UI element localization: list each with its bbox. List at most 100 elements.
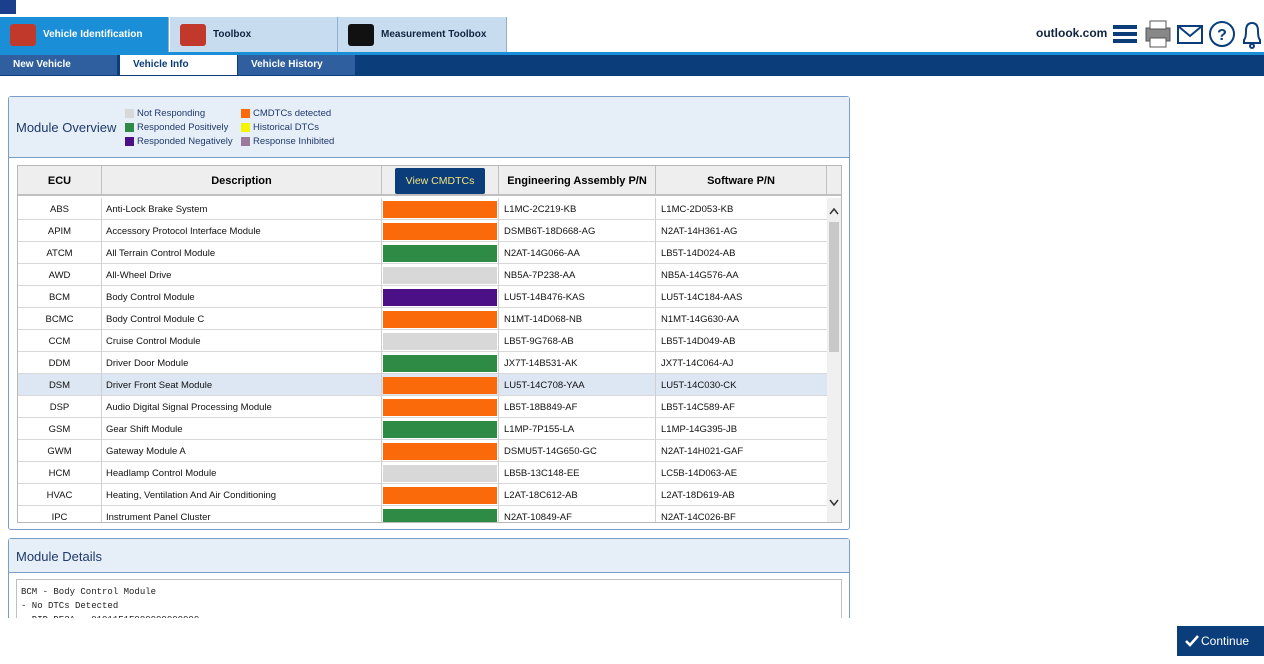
legend-item: Response Inhibited [241,135,334,148]
main-tab[interactable]: Vehicle Identification [0,17,169,52]
software-pn-cell: LU5T-14C030-CK [661,379,737,391]
overview-panel: Module Overview Not Responding Responded … [8,96,850,530]
overview-title: Module Overview [16,120,117,135]
sub-tab[interactable]: Vehicle History [238,55,355,75]
ecu-cell: GSM [18,418,102,440]
table-row[interactable]: HCM Headlamp Control Module LB5B-13C148-EE… [18,462,827,484]
table-header: ECU Description View CMDTCs Engineering Ass… [18,166,841,196]
software-pn-cell: JX7T-14C064-AJ [661,357,734,369]
table-row[interactable]: GWM Gateway Module A DSMU5T-14G650-GC N2AT-… [18,440,827,462]
table-row[interactable]: APIM Accessory Protocol Interface Module D… [18,220,827,242]
table-body: ABS Anti-Lock Brake System L1MC-2C219-KB L1… [18,198,827,522]
status-cell [382,308,499,330]
column-header: ECU [18,166,102,196]
status-bar [383,288,497,306]
legend-swatch [241,109,250,118]
column-header: Engineering Assembly P/N [499,166,656,196]
ecu-cell: ABS [18,198,102,220]
menu-icon[interactable] [1113,25,1137,43]
engineering-pn-cell: NB5A-7P238-AA [499,264,656,286]
status-cell [382,506,499,522]
scrollbar[interactable] [827,198,841,522]
engineering-pn-cell: L1MP-7P155-LA [499,418,656,440]
sub-tab[interactable]: New Vehicle [0,55,117,75]
notification-icon[interactable] [1243,21,1261,49]
table-row[interactable]: GSM Gear Shift Module L1MP-7P155-LA L1MP-14… [18,418,827,440]
ecu-cell: ATCM [18,242,102,264]
software-pn-cell: LB5T-14C589-AF [661,401,735,413]
table-row[interactable]: AWD All-Wheel Drive NB5A-7P238-AA NB5A-14G5… [18,264,827,286]
tab-icon [10,24,36,46]
ecu-cell: HCM [18,462,102,484]
legend-swatch [125,109,134,118]
software-pn-cell: LU5T-14C184-AAS [661,291,743,303]
status-bar [383,244,497,262]
table-row[interactable]: BCMC Body Control Module C N1MT-14D068-NB N… [18,308,827,330]
legend-label: CMDTCs detected [253,108,332,119]
table-row[interactable]: CCM Cruise Control Module LB5T-9G768-AB LB5… [18,330,827,352]
ecu-cell: DSM [18,374,102,396]
top-rule [0,52,1264,55]
status-cell [382,242,499,264]
scroll-down[interactable] [827,498,841,508]
legend-item: Historical DTCs [241,121,319,134]
table-row[interactable]: ATCM All Terrain Control Module N2AT-14G06… [18,242,827,264]
print-icon[interactable] [1145,20,1171,48]
ecu-cell: GWM [18,440,102,462]
status-cell [382,264,499,286]
help-icon[interactable]: ? [1209,21,1235,47]
mail-icon[interactable] [1177,25,1203,44]
status-cell [382,396,499,418]
engineering-pn-cell: N2AT-10849-AF [499,506,656,522]
legend-swatch [125,123,134,132]
status-bar [383,354,497,372]
status-cell [382,418,499,440]
table-row[interactable]: HVAC Heating, Ventilation And Air Conditi… [18,484,827,506]
description-cell: Body Control Module C [102,308,382,330]
ecu-cell: DSP [18,396,102,418]
scroll-up[interactable] [827,206,841,216]
description-cell: All-Wheel Drive [102,264,382,286]
scroll-thumb[interactable] [829,222,839,352]
ecu-cell: BCM [18,286,102,308]
status-cell [382,286,499,308]
software-pn-cell: NB5A-14G576-AA [661,269,739,281]
software-pn-cell: LB5T-14D024-AB [661,247,736,259]
table-row[interactable]: DDM Driver Door Module JX7T-14B531-AK JX7T-… [18,352,827,374]
description-cell: All Terrain Control Module [102,242,382,264]
status-bar [383,464,497,482]
column-header: Description [102,166,382,196]
status-cell [382,352,499,374]
status-cell [382,330,499,352]
legend-label: Response Inhibited [253,136,335,147]
engineering-pn-cell: L2AT-18C612-AB [499,484,656,506]
description-cell: Headlamp Control Module [102,462,382,484]
software-pn-cell: L1MC-2D053-KB [661,203,734,215]
table-row[interactable]: DSM Driver Front Seat Module LU5T-14C708-Y… [18,374,827,396]
table-row[interactable]: DSP Audio Digital Signal Processing Modul… [18,396,827,418]
software-pn-cell: N2AT-14H361-AG [661,225,738,237]
legend-label: Responded Negatively [137,136,233,147]
continue-button[interactable]: Continue [1177,626,1264,656]
software-pn-cell: L1MP-14G395-JB [661,423,738,435]
table-row[interactable]: BCM Body Control Module LU5T-14B476-KAS LU5… [18,286,827,308]
status-cell [382,462,499,484]
status-bar [383,442,497,460]
engineering-pn-cell: LU5T-14B476-KAS [499,286,656,308]
table-row[interactable]: ABS Anti-Lock Brake System L1MC-2C219-KB L1… [18,198,827,220]
ecu-cell: CCM [18,330,102,352]
ecu-cell: APIM [18,220,102,242]
engineering-pn-cell: LU5T-14C708-YAA [499,374,656,396]
status-bar [383,332,497,350]
toolbar-icons: ? [1113,20,1261,49]
software-pn-cell: N1MT-14G630-AA [661,313,740,325]
main-tab[interactable]: Measurement Toolbox [338,17,507,52]
ecu-cell: BCMC [18,308,102,330]
view-cmdtcs-button[interactable]: View CMDTCs [394,168,486,194]
sub-tab[interactable]: Vehicle Info [120,55,237,75]
main-tab[interactable]: Toolbox [170,17,338,52]
continue-label: Continue [1201,634,1250,648]
engineering-pn-cell: LB5T-18B849-AF [499,396,656,418]
table-row[interactable]: IPC Instrument Panel Cluster N2AT-10849-AF… [18,506,827,522]
